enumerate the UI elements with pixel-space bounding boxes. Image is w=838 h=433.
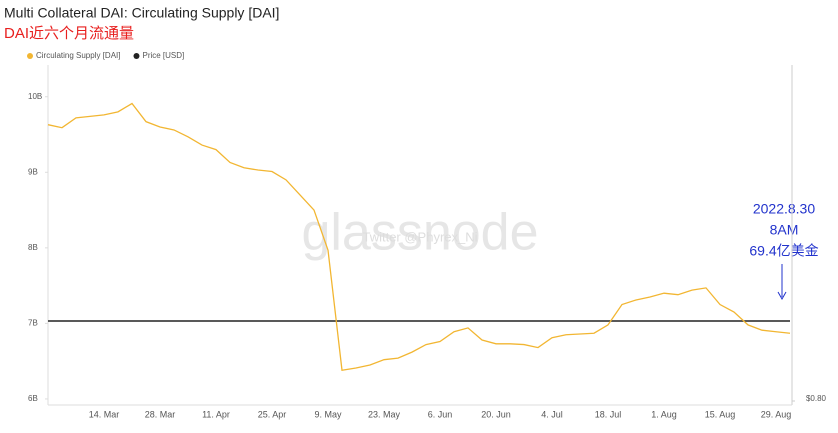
x-tick-label: 25. Apr (258, 409, 287, 419)
watermark: glassnode (301, 204, 538, 262)
watermark: Twitter @Phyrex_Ni (362, 229, 477, 244)
x-tick-label: 14. Mar (89, 409, 120, 419)
chart-title: Multi Collateral DAI: Circulating Supply… (4, 5, 279, 21)
annotation-arrow (777, 291, 787, 301)
y-tick-label: 8B (28, 243, 38, 252)
annotation: 2022.8.30 (753, 201, 815, 217)
annotation: 8AM (770, 222, 799, 238)
y-tick-label: 6B (28, 394, 38, 403)
x-tick-label: 20. Jun (481, 409, 511, 419)
legend-label: Circulating Supply [DAI] (36, 51, 120, 60)
x-tick-label: 9. May (314, 409, 342, 419)
x-tick-label: 6. Jun (428, 409, 453, 419)
x-tick-label: 4. Jul (541, 409, 563, 419)
legend-label: Price [USD] (142, 51, 184, 60)
legend-marker (133, 53, 140, 59)
y2-tick-label: $0.80 (806, 394, 827, 403)
x-tick-label: 15. Aug (705, 409, 736, 419)
y-tick-label: 7B (28, 319, 38, 328)
x-tick-label: 11. Apr (202, 409, 230, 419)
y-tick-label: 10B (28, 92, 42, 101)
x-tick-label: 28. Mar (145, 409, 176, 419)
y-tick-label: 9B (28, 167, 38, 176)
legend-marker (27, 53, 33, 59)
x-tick-label: 18. Jul (595, 409, 622, 419)
annotation: 69.4亿美金 (749, 243, 818, 259)
x-tick-label: 1. Aug (651, 409, 677, 419)
x-tick-label: 29. Aug (761, 409, 792, 419)
x-tick-label: 23. May (368, 409, 401, 419)
subtitle: DAI近六个月流通量 (4, 25, 134, 42)
series-line (47, 102, 791, 371)
